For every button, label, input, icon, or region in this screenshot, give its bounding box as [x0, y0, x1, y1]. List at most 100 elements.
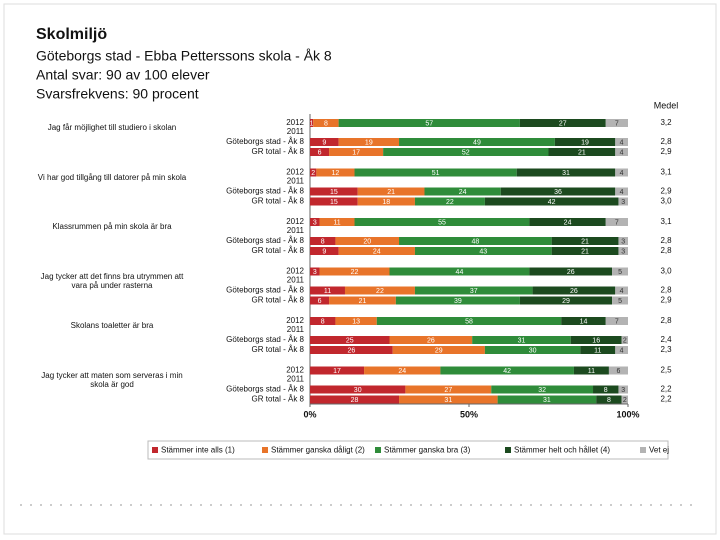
bar-segment [319, 267, 390, 276]
value-label: 8 [324, 120, 328, 127]
mean-value: 2,2 [660, 395, 672, 404]
bar-segment [310, 197, 358, 206]
question: Skolans toaletter är bra [70, 321, 154, 330]
bar-segment [548, 148, 616, 156]
row-label: Göteborgs stad - Åk 8 [226, 236, 304, 245]
bar-segment [621, 336, 628, 344]
bar-segment [491, 385, 594, 394]
row-label: GR total - Åk 8 [252, 147, 305, 156]
row-label: Göteborgs stad - Åk 8 [226, 137, 304, 146]
bar-segment [618, 385, 628, 394]
value-label: 22 [446, 199, 454, 206]
value-label: 17 [352, 149, 360, 156]
value-label: 6 [318, 149, 322, 156]
bar-segment [615, 346, 628, 354]
bar-segment [612, 296, 628, 305]
bar-segment [615, 286, 628, 295]
bar-segment [605, 317, 628, 325]
value-label: 48 [471, 238, 479, 245]
value-label: 4 [620, 170, 624, 177]
bar-segment [618, 237, 628, 245]
value-label: 18 [382, 199, 390, 206]
row-label: GR total - Åk 8 [252, 296, 305, 305]
subtitle: Göteborgs stad - Ebba Petterssons skola … [36, 48, 332, 64]
bar-segment [389, 267, 530, 276]
row-label: GR total - Åk 8 [252, 197, 305, 206]
bar-segment [310, 395, 400, 404]
bar-segment [519, 296, 613, 305]
bar-segment [612, 267, 628, 276]
value-label: 7 [615, 318, 619, 325]
bar-segment [580, 346, 616, 354]
row-label: Göteborgs stad - Åk 8 [226, 187, 304, 196]
bar-segment [596, 395, 622, 404]
legend-swatch [640, 447, 646, 453]
bar-segment [500, 187, 616, 196]
value-label: 3 [313, 269, 317, 276]
mean-value: 2,8 [660, 246, 672, 255]
bar-segment [310, 119, 314, 127]
bar-segment [310, 286, 345, 295]
mean-value: 2,9 [660, 147, 672, 156]
bar-segment [310, 296, 330, 305]
bar-segment [561, 317, 606, 325]
value-label: 44 [456, 269, 464, 276]
bar-segment [357, 187, 425, 196]
value-label: 3 [621, 238, 625, 245]
bar-segment [310, 148, 330, 156]
value-label: 36 [554, 189, 562, 196]
bar-segment [313, 119, 339, 127]
value-label: 26 [347, 347, 355, 354]
value-label: 6 [318, 298, 322, 305]
bar-segment [497, 395, 597, 404]
value-label: 19 [365, 139, 373, 146]
value-label: 37 [470, 288, 478, 295]
bar-segment [329, 148, 384, 156]
mean-value: 2,9 [660, 187, 672, 196]
row-label: 2012 [286, 168, 304, 177]
bar-segment [338, 138, 400, 146]
row-label: 2011 [287, 177, 305, 186]
value-label: 21 [387, 189, 395, 196]
row-label: 2011 [287, 226, 305, 235]
value-label: 11 [333, 219, 340, 226]
bar-segment [383, 148, 549, 156]
bar-segment [484, 346, 581, 354]
value-label: 31 [562, 170, 570, 177]
value-label: 8 [607, 397, 611, 404]
mean-value: 2,2 [660, 385, 672, 394]
value-label: 39 [454, 298, 462, 305]
value-label: 24 [459, 189, 467, 196]
value-label: 9 [322, 139, 326, 146]
value-label: 8 [321, 318, 325, 325]
value-label: 51 [432, 170, 440, 177]
value-label: 25 [346, 337, 354, 344]
legend-swatch [262, 447, 268, 453]
mean-value: 2,8 [660, 316, 672, 325]
question: Jag tycker att maten som serveras i min … [41, 370, 183, 389]
value-label: 27 [444, 387, 452, 394]
bar-segment [516, 168, 616, 177]
row-label: 2011 [287, 325, 305, 334]
value-label: 57 [425, 120, 433, 127]
value-label: 4 [620, 149, 624, 156]
bar-segment [529, 218, 606, 226]
value-label: 1 [310, 120, 314, 127]
value-label: 21 [581, 238, 589, 245]
value-label: 22 [351, 269, 359, 276]
bar-segment [338, 119, 520, 127]
value-label: 14 [580, 318, 588, 325]
legend-swatch [152, 447, 158, 453]
legend-label: Vet ej [649, 446, 669, 455]
bar-segment [615, 168, 628, 177]
value-label: 11 [594, 347, 601, 354]
title: Skolmiljö [36, 26, 107, 43]
bar-segment [310, 385, 406, 394]
mean-value: 2,3 [660, 345, 672, 354]
bar-segment [310, 187, 358, 196]
row-label: 2012 [286, 217, 304, 226]
bar-segment [615, 187, 628, 196]
value-label: 13 [352, 318, 360, 325]
mean-value: 2,5 [660, 366, 672, 375]
